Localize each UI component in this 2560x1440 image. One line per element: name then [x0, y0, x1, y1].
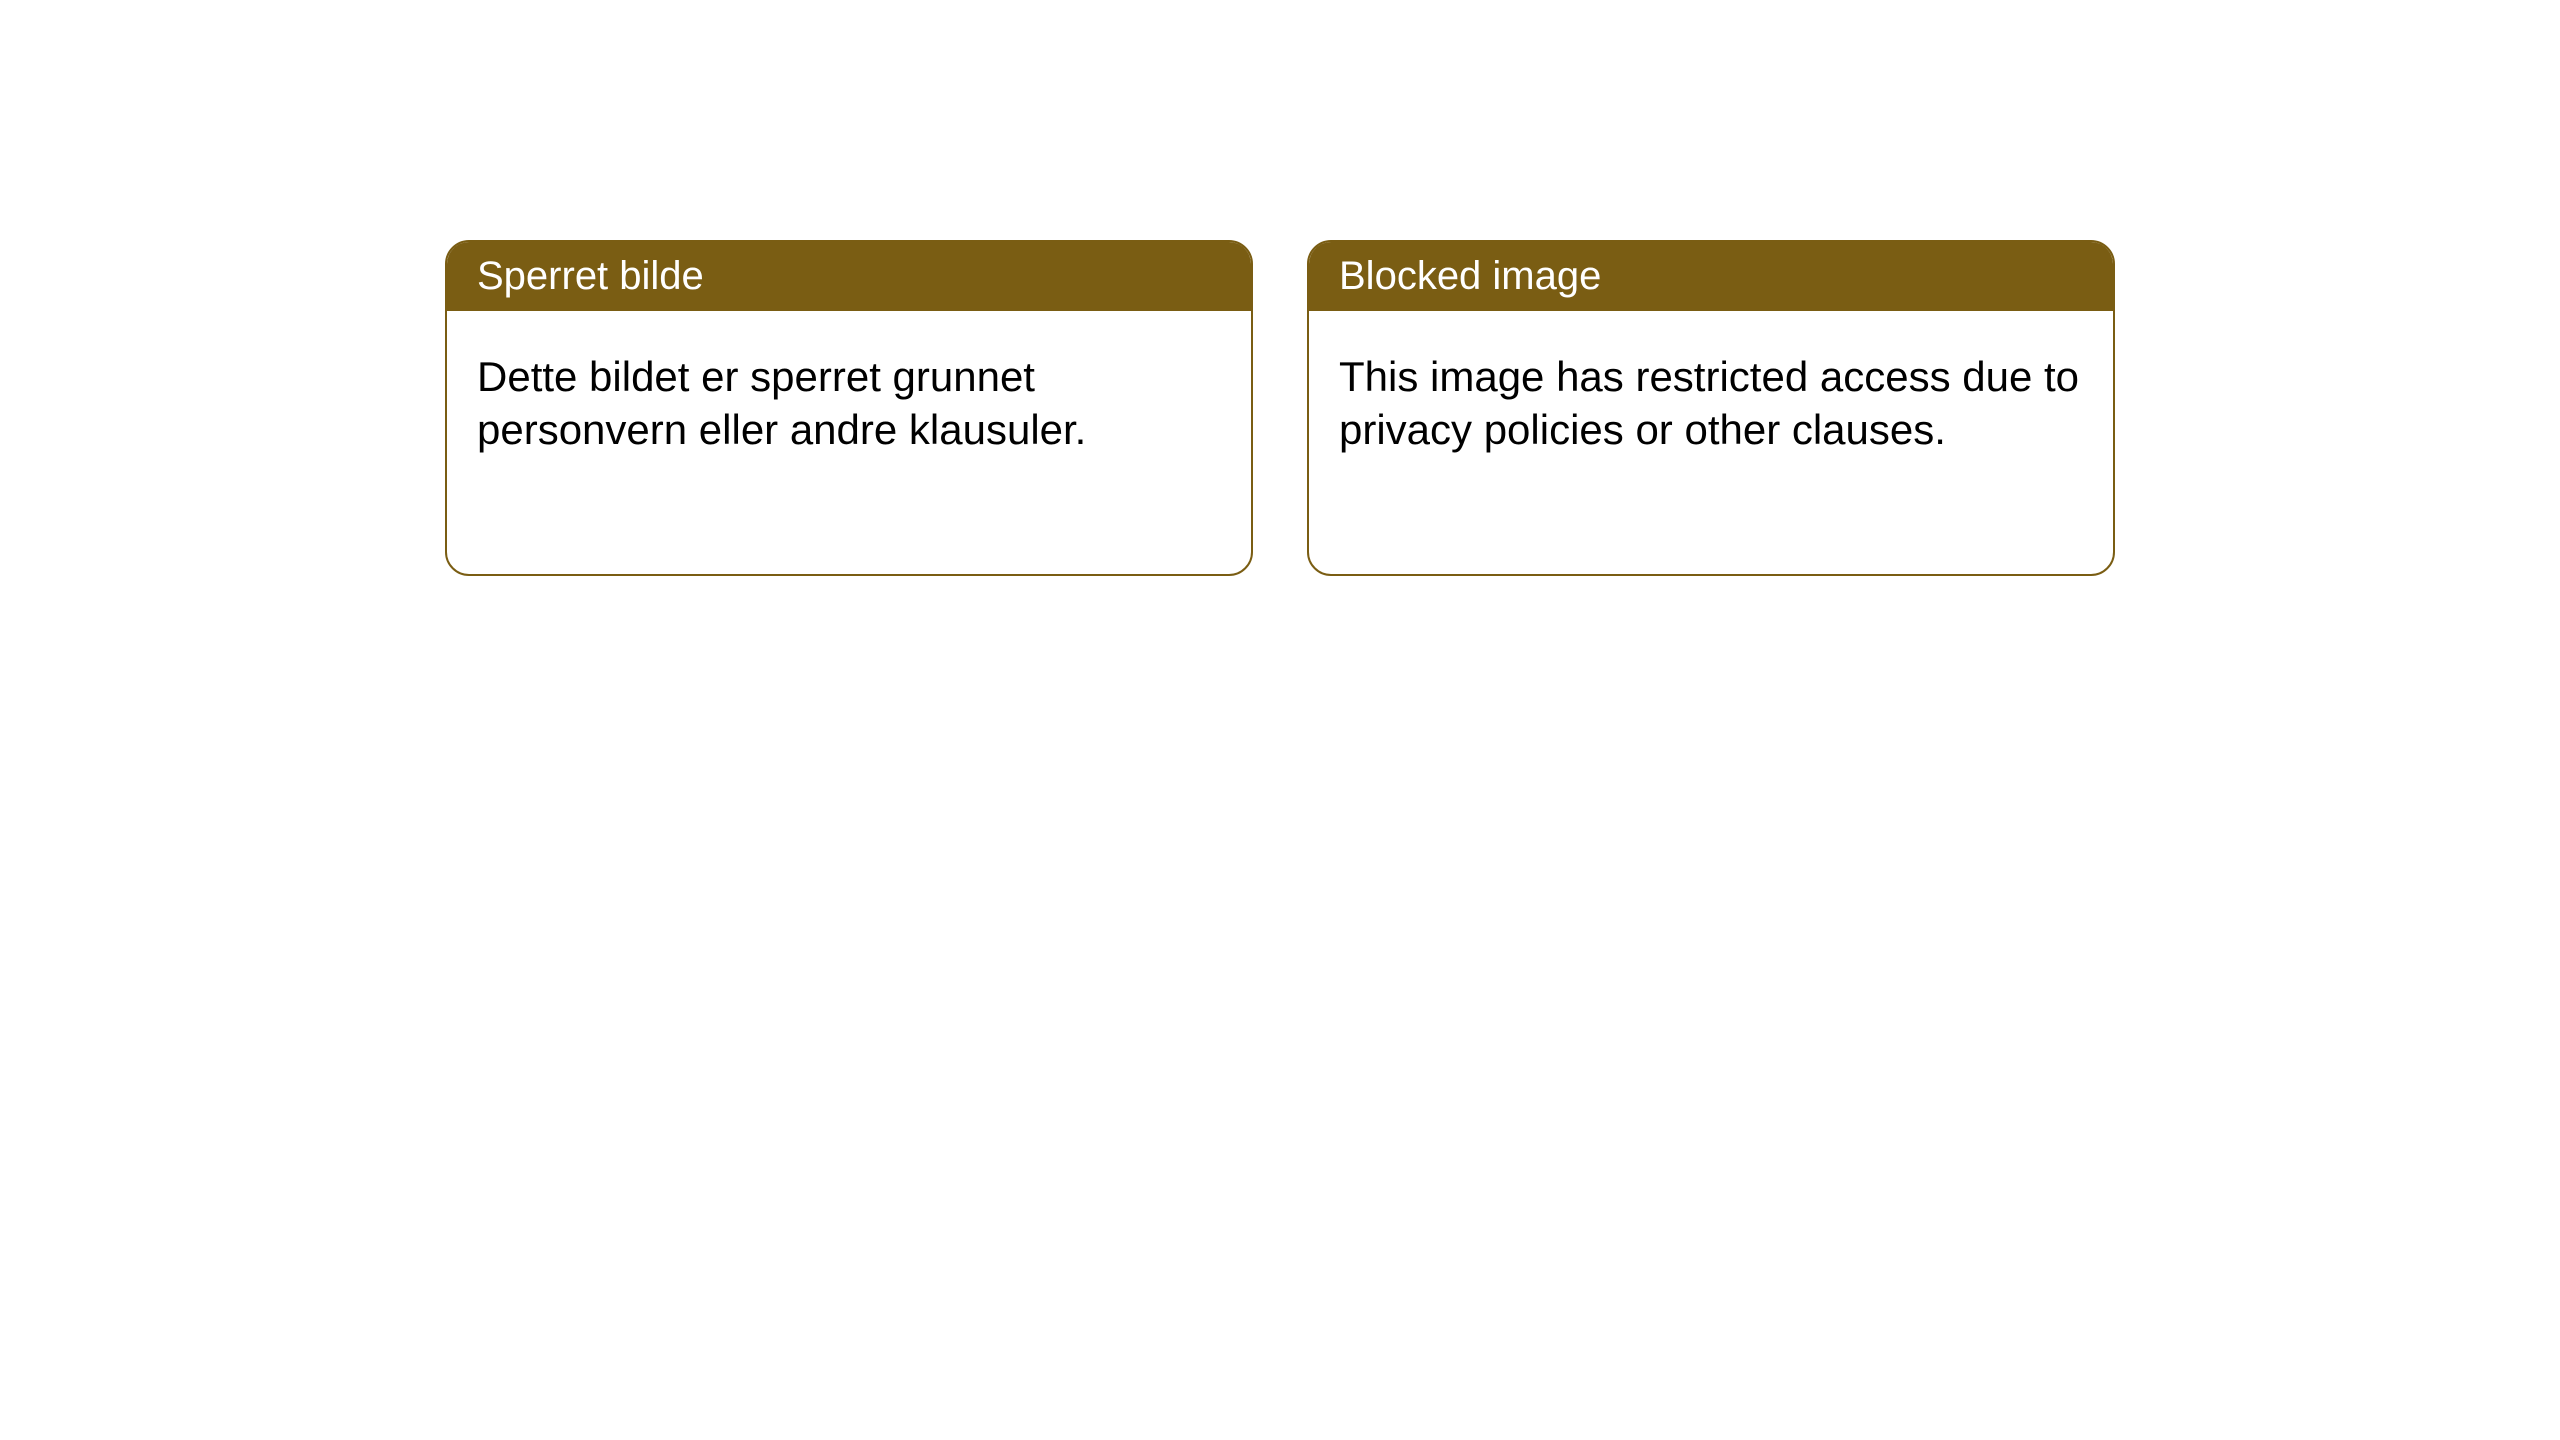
card-title: Sperret bilde — [477, 254, 704, 298]
card-header: Sperret bilde — [447, 242, 1251, 311]
card-message: Dette bildet er sperret grunnet personve… — [477, 353, 1086, 453]
notice-container: Sperret bilde Dette bildet er sperret gr… — [445, 240, 2115, 1440]
card-header: Blocked image — [1309, 242, 2113, 311]
blocked-image-card-no: Sperret bilde Dette bildet er sperret gr… — [445, 240, 1253, 576]
card-message: This image has restricted access due to … — [1339, 353, 2079, 453]
card-body: Dette bildet er sperret grunnet personve… — [447, 311, 1251, 496]
blocked-image-card-en: Blocked image This image has restricted … — [1307, 240, 2115, 576]
card-body: This image has restricted access due to … — [1309, 311, 2113, 496]
card-title: Blocked image — [1339, 254, 1601, 298]
